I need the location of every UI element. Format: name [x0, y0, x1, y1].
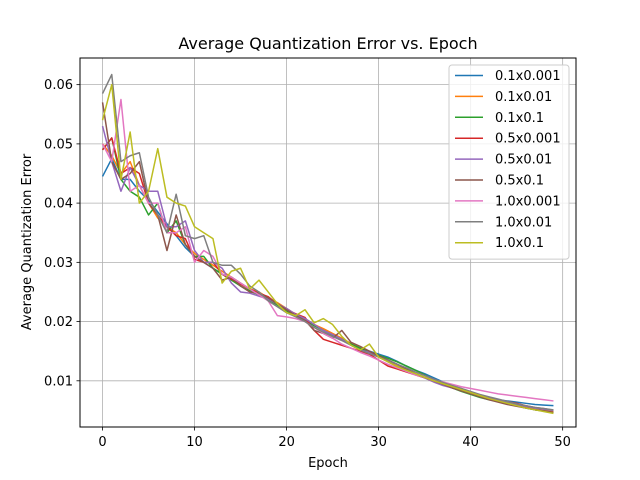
- legend-label: 1.0x0.01: [495, 215, 552, 230]
- axis-ticks: 0 10 20 30 40 50 0.01 0.02 0.03 0.04 0.05 0.06: [44, 78, 571, 450]
- legend-label: 0.5x0.01: [495, 153, 552, 168]
- x-tick-label: 40: [462, 435, 479, 450]
- y-axis-label: Average Quantization Error: [20, 153, 35, 330]
- legend-label: 1.0x0.001: [495, 194, 561, 209]
- x-axis-label: Epoch: [308, 456, 348, 471]
- legend-label: 0.1x0.01: [495, 90, 552, 105]
- x-tick-label: 0: [98, 435, 106, 450]
- y-tick-label: 0.06: [44, 78, 73, 93]
- series-line-1-0x0-001: [101, 98, 554, 402]
- legend-label: 1.0x0.1: [495, 236, 544, 251]
- legend-label: 0.5x0.001: [495, 132, 561, 147]
- y-tick-label: 0.05: [44, 137, 73, 152]
- legend-label: 0.1x0.1: [495, 111, 544, 126]
- legend: 0.1x0.001 0.1x0.01 0.1x0.1 0.5x0.001 0.5x0.0…: [448, 64, 570, 260]
- legend-box: [448, 64, 570, 260]
- x-tick-label: 50: [554, 435, 571, 450]
- plot-frame: [79, 57, 577, 428]
- y-tick-label: 0.02: [44, 315, 73, 330]
- legend-label: 0.5x0.1: [495, 174, 544, 189]
- series-line-1-0x0-01: [101, 73, 554, 411]
- series-lines: [101, 73, 554, 415]
- y-tick-label: 0.01: [44, 374, 73, 389]
- x-tick-label: 10: [186, 435, 203, 450]
- y-tick-label: 0.04: [44, 197, 73, 212]
- y-tick-label: 0.03: [44, 256, 73, 271]
- series-line-1-0x0-1: [101, 83, 554, 415]
- chart-title: Average Quantization Error vs. Epoch: [178, 34, 477, 53]
- x-tick-label: 30: [370, 435, 387, 450]
- legend-label: 0.1x0.001: [495, 69, 561, 84]
- x-tick-label: 20: [278, 435, 295, 450]
